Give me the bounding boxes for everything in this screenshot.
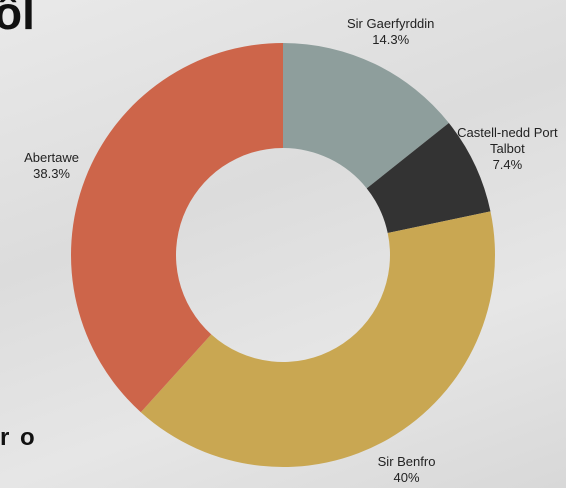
text-fragment: r o [0, 424, 37, 451]
value-label: 40% [393, 470, 420, 486]
category-label: Castell-nedd Port Talbot [457, 125, 558, 157]
slice-label: Sir Benfro 40% [355, 454, 459, 486]
slice-label: Abertawe 38.3% [0, 150, 104, 182]
donut-slice [140, 211, 496, 468]
slice-label: Sir Gaerfyrddin 14.3% [339, 16, 443, 48]
donut-slice [366, 122, 491, 233]
category-label: Abertawe [24, 149, 80, 165]
category-label: Sir Gaerfyrddin [346, 15, 435, 31]
heading-fragment: ôl [0, 0, 35, 39]
value-label: 7.4% [492, 157, 523, 173]
donut-slice [71, 43, 283, 413]
donut-slice [283, 43, 449, 189]
slice-label: Castell-nedd Port Talbot 7.4% [455, 125, 559, 173]
category-label: Sir Benfro [377, 454, 436, 470]
value-label: 14.3% [372, 31, 410, 47]
value-label: 38.3% [33, 165, 70, 181]
